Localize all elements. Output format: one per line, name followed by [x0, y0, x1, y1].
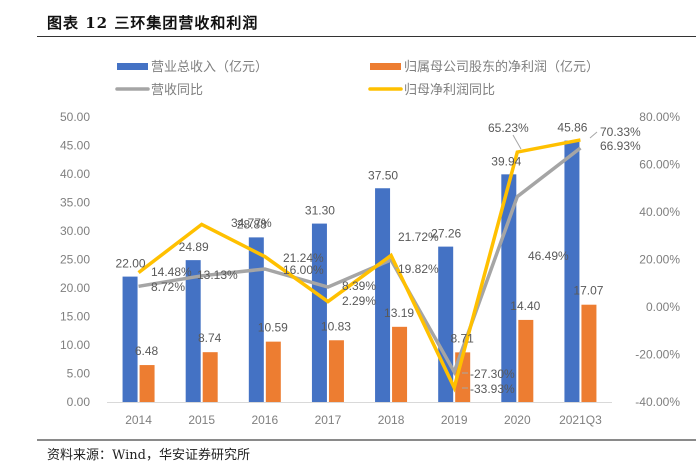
right-tick-label: 0.00% — [646, 300, 680, 314]
x-tick-label: 2019 — [441, 413, 468, 427]
net-profit-bar — [139, 365, 155, 402]
left-tick-label: 25.00 — [60, 253, 90, 267]
net-profit-data-label: 6.48 — [135, 344, 159, 358]
legend-swatch — [117, 63, 148, 70]
revenue-growth-line — [138, 146, 582, 377]
left-tick-label: 35.00 — [60, 196, 90, 210]
net-profit-bar — [581, 304, 597, 402]
net-profit-data-label: 10.83 — [321, 319, 351, 333]
revenue-growth-data-label: 19.82% — [398, 262, 439, 276]
legend-entry: 归属母公司股东的净利润（亿元） — [404, 59, 599, 75]
right-tick-label: 40.00% — [639, 205, 680, 219]
left-tick-label: 30.00 — [60, 224, 90, 238]
profit-growth-data-label: 14.48% — [151, 265, 192, 279]
title-divider — [37, 36, 696, 37]
leader-line — [512, 134, 522, 150]
x-tick-label: 2021Q3 — [559, 413, 602, 427]
left-tick-label: 15.00 — [60, 310, 90, 324]
profit-growth-data-label: -33.93% — [470, 382, 515, 396]
right-tick-label: -40.00% — [635, 395, 680, 409]
right-tick-label: 20.00% — [639, 253, 680, 267]
revenue-data-label: 39.94 — [491, 154, 521, 168]
net-profit-data-label: 14.40 — [510, 299, 540, 313]
net-profit-bar — [518, 319, 534, 402]
revenue-data-label: 24.89 — [179, 240, 209, 254]
revenue-bar — [248, 237, 264, 402]
revenue-data-label: 31.30 — [305, 204, 335, 218]
profit-growth-line — [137, 138, 581, 393]
left-axis: 0.00 5.00 10.00 15.00 20.00 25.00 30.00 35.00 40… — [60, 110, 90, 409]
net-profit-data-label: 8.74 — [198, 331, 222, 345]
x-tick-label: 2016 — [251, 413, 278, 427]
revenue-growth-data-label: 16.00% — [283, 263, 324, 277]
net-profit-bar — [202, 352, 218, 402]
left-tick-label: 45.00 — [60, 139, 90, 153]
revenue-data-label: 22.00 — [116, 257, 146, 271]
source-divider — [37, 439, 696, 441]
net-profit-data-label: 8.71 — [451, 331, 475, 345]
net-profit-data-label: 10.59 — [258, 321, 288, 335]
legend-entry: 营收同比 — [151, 83, 203, 98]
revenue-bar — [185, 260, 201, 402]
left-tick-label: 10.00 — [60, 338, 90, 352]
revenue-bar — [122, 276, 138, 402]
revenue-data-label: 45.86 — [557, 121, 587, 135]
left-tick-label: 40.00 — [60, 167, 90, 181]
net-profit-data-label: 17.07 — [573, 284, 603, 298]
bars — [122, 140, 597, 402]
left-tick-label: 50.00 — [60, 110, 90, 124]
revenue-data-label: 37.50 — [368, 168, 398, 182]
lines — [137, 138, 582, 393]
x-axis: 2014 2015 2016 2017 2018 2019 2020 2021Q3 — [125, 413, 602, 427]
net-profit-bar — [392, 326, 408, 402]
right-tick-label: 60.00% — [639, 158, 680, 172]
x-tick-label: 2015 — [188, 413, 215, 427]
profit-growth-data-label: 21.24% — [283, 251, 324, 265]
left-tick-label: 5.00 — [67, 367, 91, 381]
left-tick-label: 20.00 — [60, 281, 90, 295]
revenue-growth-data-label: 8.39% — [342, 279, 376, 293]
revenue-bar — [311, 223, 327, 402]
revenue-bar — [564, 140, 580, 402]
leader-line — [589, 131, 598, 139]
data-labels: 22.00 24.89 28.88 31.30 37.50 27.26 39.94 45.86… — [116, 121, 641, 396]
net-profit-bar — [265, 341, 281, 402]
revenue-bar — [375, 188, 391, 402]
right-axis: -40.00% -20.00% 0.00% 20.00% 40.00% 60.00% 80.… — [635, 110, 680, 409]
legend-entry: 营业总收入（亿元） — [151, 60, 268, 75]
profit-growth-data-label: 2.29% — [342, 294, 376, 308]
right-tick-label: -20.00% — [635, 348, 680, 362]
revenue-growth-data-label: 46.49% — [528, 249, 569, 263]
legend-swatch — [370, 63, 401, 70]
profit-growth-data-label: 21.72% — [398, 230, 439, 244]
net-profit-data-label: 13.19 — [384, 306, 414, 320]
x-tick-label: 2018 — [378, 413, 405, 427]
right-tick-label: 80.00% — [639, 110, 680, 124]
x-tick-label: 2020 — [504, 413, 531, 427]
revenue-growth-data-label: 13.13% — [197, 268, 238, 282]
x-tick-label: 2017 — [315, 413, 342, 427]
revenue-data-label: 28.88 — [237, 217, 267, 231]
revenue-data-label: 27.26 — [431, 227, 461, 241]
net-profit-bar — [328, 340, 344, 402]
legend-entry: 归母净利润同比 — [404, 83, 495, 98]
revenue-growth-data-label: 8.72% — [151, 280, 185, 294]
left-tick-label: 0.00 — [67, 395, 91, 409]
x-tick-label: 2014 — [125, 413, 152, 427]
profit-growth-data-label: 34.77% — [231, 216, 272, 230]
profit-growth-data-label: 65.23% — [488, 121, 529, 135]
revenue-growth-data-label: -27.30% — [470, 367, 515, 381]
source-note: 资料来源：Wind，华安证券研究所 — [47, 448, 250, 463]
legend: 营业总收入（亿元） 归属母公司股东的净利润（亿元） 营收同比 归母净利润同比 — [115, 59, 599, 98]
revenue-growth-data-label: 66.93% — [600, 139, 641, 153]
profit-growth-data-label: 70.33% — [600, 125, 641, 139]
figure-title: 图表 12 三环集团营收和利润 — [47, 14, 259, 32]
